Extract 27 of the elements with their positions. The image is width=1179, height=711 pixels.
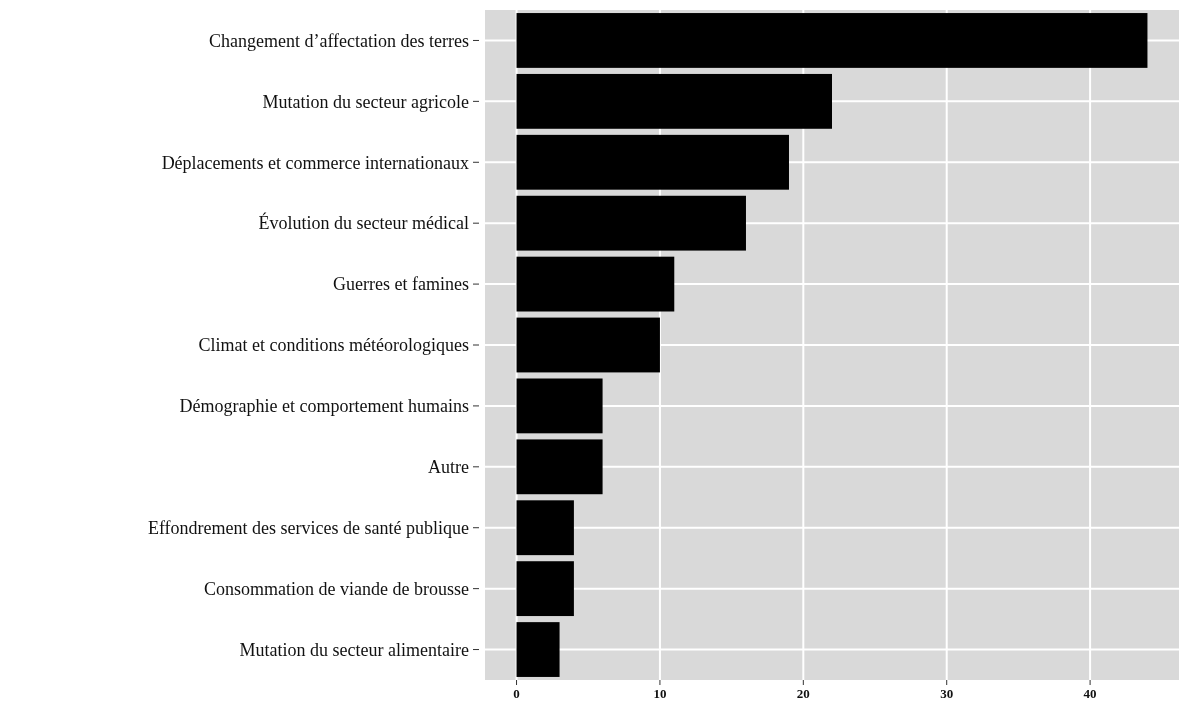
y-tick-label: Mutation du secteur agricole	[262, 91, 469, 112]
bar	[516, 561, 574, 617]
bar	[516, 195, 746, 251]
x-tick-label: 20	[796, 686, 810, 701]
bar	[516, 317, 660, 373]
y-tick-label: Effondrement des services de santé publique	[147, 518, 469, 539]
x-tick-label: 0	[513, 686, 520, 701]
bar	[516, 13, 1148, 68]
bar	[516, 134, 789, 190]
y-tick-label: Climat et conditions météorologiques	[198, 335, 469, 356]
y-tick-label: Déplacements et commerce internationaux	[161, 152, 469, 173]
x-tick-label: 10	[653, 686, 667, 701]
bar	[516, 500, 574, 556]
bar	[516, 256, 675, 312]
y-tick-label: Changement d’affectation des terres	[208, 30, 469, 51]
bar	[516, 378, 603, 434]
y-tick-label: Démographie et comportement humains	[179, 396, 469, 417]
y-tick-label: Mutation du secteur alimentaire	[239, 639, 470, 660]
y-tick-label: Guerres et famines	[333, 274, 469, 295]
bar	[516, 622, 560, 677]
bar	[516, 73, 832, 129]
x-tick-label: 40	[1083, 686, 1097, 701]
y-tick-label: Consommation de viande de brousse	[204, 578, 469, 599]
bar	[516, 439, 603, 495]
y-tick-label: Autre	[428, 457, 470, 478]
x-tick-label: 30	[940, 686, 954, 701]
y-tick-label: Évolution du secteur médical	[258, 212, 469, 234]
